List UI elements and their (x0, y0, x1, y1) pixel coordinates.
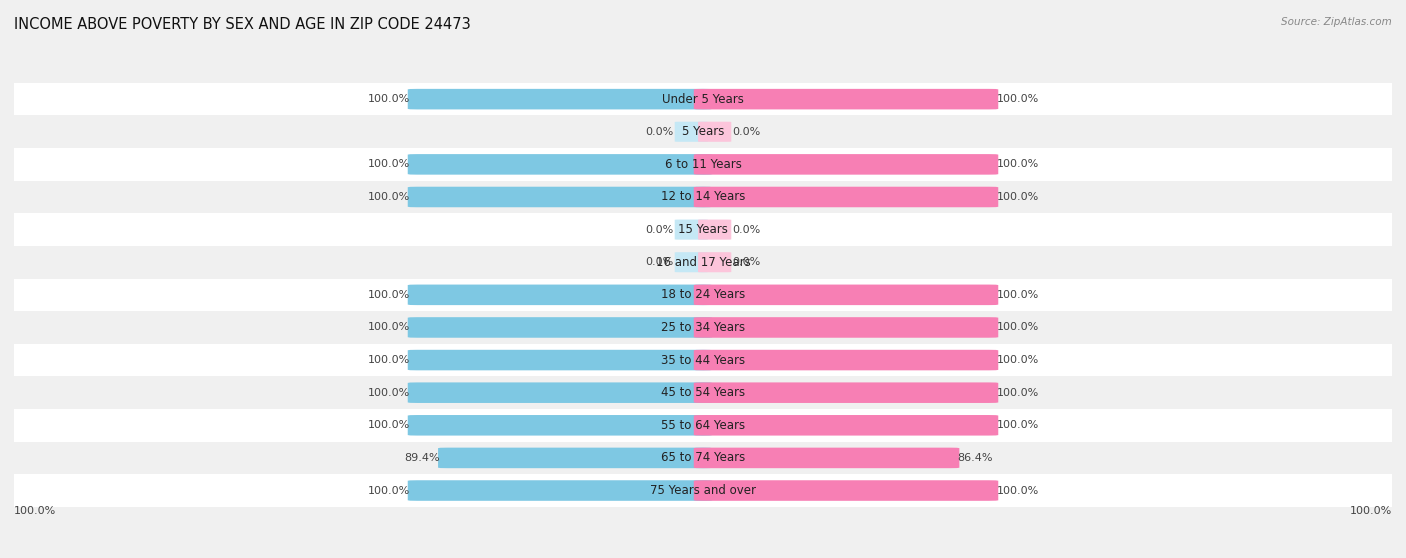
Text: 89.4%: 89.4% (405, 453, 440, 463)
Bar (14, 246, 1392, 278)
FancyBboxPatch shape (693, 415, 998, 436)
Text: 100.0%: 100.0% (997, 485, 1039, 496)
FancyBboxPatch shape (408, 154, 713, 175)
Text: 0.0%: 0.0% (645, 257, 673, 267)
FancyBboxPatch shape (408, 382, 713, 403)
Bar (14, 474, 1392, 507)
Text: 45 to 54 Years: 45 to 54 Years (661, 386, 745, 399)
Text: 16 and 17 Years: 16 and 17 Years (655, 256, 751, 269)
Text: 86.4%: 86.4% (957, 453, 993, 463)
Bar (14, 83, 1392, 116)
Text: 100.0%: 100.0% (997, 192, 1039, 202)
Text: 55 to 64 Years: 55 to 64 Years (661, 419, 745, 432)
Text: 12 to 14 Years: 12 to 14 Years (661, 190, 745, 204)
FancyBboxPatch shape (408, 89, 713, 109)
Text: 100.0%: 100.0% (997, 94, 1039, 104)
FancyBboxPatch shape (697, 252, 731, 272)
Bar (14, 344, 1392, 377)
Text: Under 5 Years: Under 5 Years (662, 93, 744, 105)
Text: 0.0%: 0.0% (733, 127, 761, 137)
FancyBboxPatch shape (675, 252, 709, 272)
Bar (14, 311, 1392, 344)
Text: 100.0%: 100.0% (367, 420, 409, 430)
Text: 100.0%: 100.0% (997, 323, 1039, 333)
Text: 65 to 74 Years: 65 to 74 Years (661, 451, 745, 464)
FancyBboxPatch shape (408, 317, 713, 338)
Bar (14, 116, 1392, 148)
FancyBboxPatch shape (693, 382, 998, 403)
Text: 100.0%: 100.0% (367, 94, 409, 104)
FancyBboxPatch shape (693, 350, 998, 371)
Text: INCOME ABOVE POVERTY BY SEX AND AGE IN ZIP CODE 24473: INCOME ABOVE POVERTY BY SEX AND AGE IN Z… (14, 17, 471, 32)
FancyBboxPatch shape (693, 317, 998, 338)
Text: 6 to 11 Years: 6 to 11 Years (665, 158, 741, 171)
FancyBboxPatch shape (697, 219, 731, 239)
Text: 100.0%: 100.0% (997, 290, 1039, 300)
Text: 25 to 34 Years: 25 to 34 Years (661, 321, 745, 334)
FancyBboxPatch shape (693, 480, 998, 501)
Bar (14, 377, 1392, 409)
Text: Source: ZipAtlas.com: Source: ZipAtlas.com (1281, 17, 1392, 27)
Bar (14, 181, 1392, 213)
FancyBboxPatch shape (697, 122, 731, 142)
Text: 100.0%: 100.0% (367, 192, 409, 202)
FancyBboxPatch shape (408, 285, 713, 305)
Bar (14, 441, 1392, 474)
FancyBboxPatch shape (693, 89, 998, 109)
Bar (14, 278, 1392, 311)
FancyBboxPatch shape (408, 187, 713, 207)
FancyBboxPatch shape (693, 154, 998, 175)
Text: 100.0%: 100.0% (367, 355, 409, 365)
Text: 100.0%: 100.0% (367, 323, 409, 333)
Bar (14, 213, 1392, 246)
Bar (14, 148, 1392, 181)
Text: 100.0%: 100.0% (997, 355, 1039, 365)
Text: 15 Years: 15 Years (678, 223, 728, 236)
Text: 100.0%: 100.0% (367, 485, 409, 496)
Text: 75 Years and over: 75 Years and over (650, 484, 756, 497)
Text: 100.0%: 100.0% (997, 388, 1039, 398)
Text: 35 to 44 Years: 35 to 44 Years (661, 354, 745, 367)
FancyBboxPatch shape (439, 448, 713, 468)
Text: 100.0%: 100.0% (367, 290, 409, 300)
FancyBboxPatch shape (693, 448, 959, 468)
Text: 100.0%: 100.0% (1350, 506, 1392, 516)
Text: 0.0%: 0.0% (733, 257, 761, 267)
Text: 100.0%: 100.0% (997, 160, 1039, 170)
Text: 100.0%: 100.0% (14, 506, 56, 516)
FancyBboxPatch shape (693, 285, 998, 305)
Text: 100.0%: 100.0% (367, 160, 409, 170)
Bar (14, 409, 1392, 441)
Text: 0.0%: 0.0% (645, 127, 673, 137)
FancyBboxPatch shape (675, 122, 709, 142)
Text: 0.0%: 0.0% (645, 225, 673, 234)
Text: 18 to 24 Years: 18 to 24 Years (661, 288, 745, 301)
FancyBboxPatch shape (693, 187, 998, 207)
FancyBboxPatch shape (675, 219, 709, 239)
Text: 0.0%: 0.0% (733, 225, 761, 234)
Text: 100.0%: 100.0% (997, 420, 1039, 430)
Text: 5 Years: 5 Years (682, 125, 724, 138)
FancyBboxPatch shape (408, 480, 713, 501)
FancyBboxPatch shape (408, 350, 713, 371)
Text: 100.0%: 100.0% (367, 388, 409, 398)
FancyBboxPatch shape (408, 415, 713, 436)
